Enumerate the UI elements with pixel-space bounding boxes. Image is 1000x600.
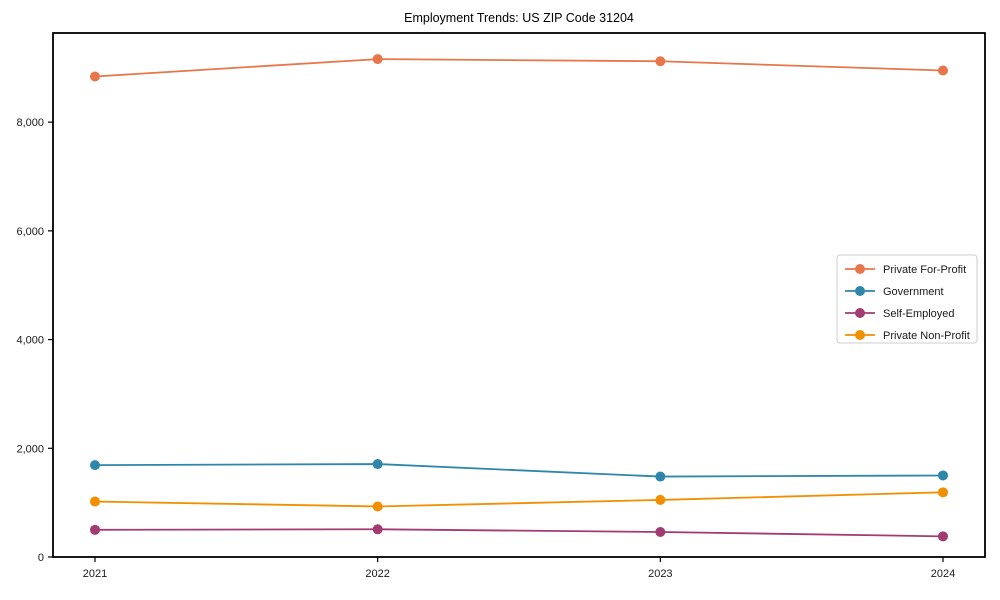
legend-label-private-non-profit: Private Non-Profit: [883, 330, 970, 342]
series-line-self-employed: [94, 528, 944, 538]
legend-label-government: Government: [883, 286, 944, 298]
chart-title: Employment Trends: US ZIP Code 31204: [404, 11, 634, 25]
x-tick-label: 2024: [931, 568, 955, 580]
y-axis: 0 2,000 4,000 6,000 8,000: [16, 117, 53, 564]
series-point-self-employed: [372, 524, 383, 535]
series-point-private-non-profit: [655, 494, 666, 505]
data-series: [90, 54, 948, 542]
plot-area-border: [52, 32, 986, 558]
legend-marker-dot: [855, 330, 865, 340]
y-tick-label: 4,000: [16, 335, 44, 347]
series-point-private-for-profit: [372, 54, 383, 65]
series-point-private-non-profit: [938, 487, 948, 498]
y-tick-label: 8,000: [16, 117, 44, 129]
series-point-self-employed: [938, 531, 948, 542]
series-point-self-employed: [655, 526, 666, 537]
series-point-private-for-profit: [655, 56, 666, 67]
legend-marker-dot: [855, 264, 865, 274]
series-point-self-employed: [90, 524, 100, 535]
series-line-private-non-profit: [94, 491, 944, 508]
legend-frame: [836, 254, 978, 344]
series-point-government: [938, 470, 948, 481]
y-tick-label: 6,000: [16, 226, 44, 238]
series-point-government: [90, 460, 100, 471]
x-tick-label: 2021: [83, 568, 107, 580]
x-axis: 2021 2022 2023 2024: [83, 557, 955, 580]
series-line-private-for-profit: [94, 58, 944, 78]
x-tick-label: 2022: [365, 568, 389, 580]
series-point-private-for-profit: [90, 71, 100, 82]
series-point-private-for-profit: [938, 65, 948, 76]
legend: Private For-Profit Government Self-Employe…: [836, 254, 978, 344]
series-point-government: [655, 471, 666, 482]
series-point-private-non-profit: [90, 496, 100, 507]
legend-label-private-for-profit: Private For-Profit: [883, 264, 966, 276]
series-point-government: [372, 459, 383, 470]
series-line-government: [94, 463, 944, 478]
y-tick-label: 0: [38, 552, 44, 564]
series-point-private-non-profit: [372, 501, 383, 512]
legend-marker-dot: [855, 286, 865, 296]
y-tick-label: 2,000: [16, 443, 44, 455]
legend-label-self-employed: Self-Employed: [883, 308, 955, 320]
x-tick-label: 2023: [648, 568, 672, 580]
legend-marker-dot: [855, 308, 865, 318]
